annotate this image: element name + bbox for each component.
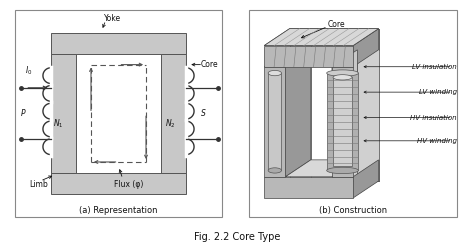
Text: LV winding: LV winding: [419, 89, 457, 95]
Polygon shape: [51, 33, 186, 54]
Text: $N_2$: $N_2$: [165, 118, 176, 130]
Polygon shape: [264, 177, 353, 198]
Polygon shape: [353, 29, 379, 67]
Polygon shape: [268, 73, 282, 170]
Text: S: S: [201, 109, 206, 118]
Polygon shape: [264, 29, 379, 46]
Polygon shape: [332, 67, 353, 177]
Polygon shape: [264, 67, 285, 177]
Text: (a) Representation: (a) Representation: [79, 206, 158, 215]
Polygon shape: [290, 29, 311, 181]
Text: HV winding: HV winding: [417, 138, 457, 144]
Polygon shape: [161, 54, 186, 173]
Polygon shape: [353, 160, 379, 198]
Polygon shape: [285, 50, 311, 177]
Polygon shape: [327, 73, 358, 170]
Ellipse shape: [268, 70, 282, 76]
Text: Core: Core: [201, 60, 218, 69]
Ellipse shape: [333, 75, 352, 80]
Polygon shape: [332, 50, 357, 177]
FancyBboxPatch shape: [15, 9, 222, 217]
Polygon shape: [285, 160, 357, 177]
Polygon shape: [51, 173, 186, 194]
Text: P: P: [21, 109, 26, 118]
Polygon shape: [51, 54, 76, 173]
Polygon shape: [264, 29, 379, 46]
Text: (b) Construction: (b) Construction: [319, 206, 387, 215]
Ellipse shape: [327, 167, 358, 174]
Polygon shape: [290, 160, 379, 181]
Text: Yoke: Yoke: [104, 13, 121, 23]
Polygon shape: [290, 29, 379, 50]
Ellipse shape: [268, 168, 282, 173]
Text: $I_0$: $I_0$: [25, 65, 32, 77]
Ellipse shape: [327, 70, 358, 76]
Text: LV insulation: LV insulation: [412, 64, 457, 70]
Text: Limb: Limb: [29, 180, 48, 189]
Text: Fig. 2.2 Core Type: Fig. 2.2 Core Type: [194, 232, 280, 242]
Polygon shape: [264, 50, 311, 67]
Text: HV insulation: HV insulation: [410, 115, 457, 121]
Text: Flux (φ): Flux (φ): [114, 180, 144, 189]
FancyBboxPatch shape: [249, 9, 457, 217]
Polygon shape: [264, 46, 353, 67]
Text: Core: Core: [328, 20, 346, 29]
Polygon shape: [333, 77, 352, 166]
Text: $N_1$: $N_1$: [53, 118, 64, 130]
Polygon shape: [357, 29, 379, 181]
